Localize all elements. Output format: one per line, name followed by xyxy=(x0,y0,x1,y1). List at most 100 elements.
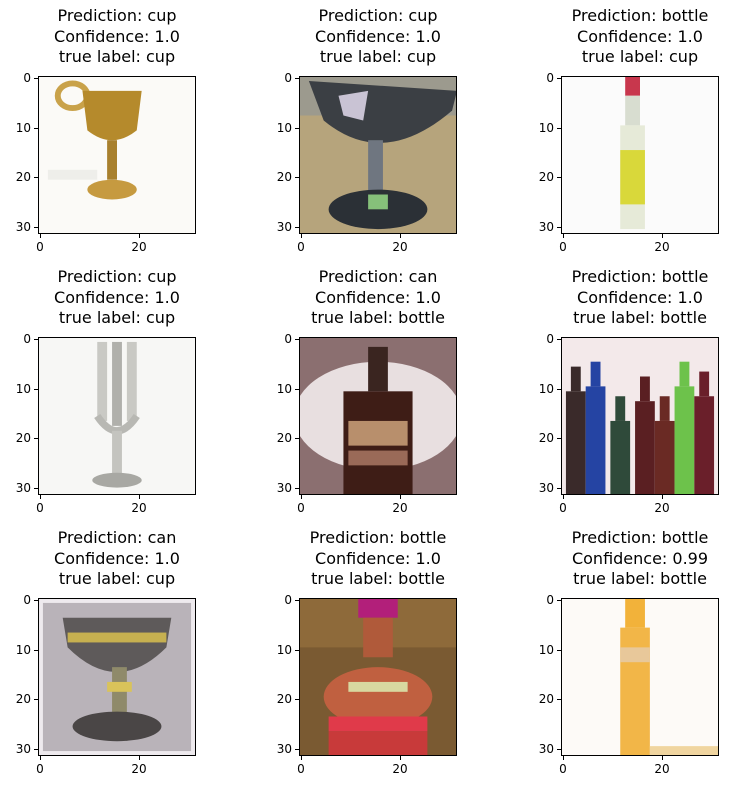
x-tick-label: 0 xyxy=(559,762,567,776)
x-tick-label: 20 xyxy=(131,501,147,515)
y-tick-mark xyxy=(34,650,38,651)
y-tick-mark xyxy=(557,227,561,228)
thumbnail-image-amber-bottle xyxy=(561,598,719,756)
y-tick-mark xyxy=(295,650,299,651)
image-shape xyxy=(625,598,645,628)
y-tick-mark xyxy=(295,600,299,601)
image-shape xyxy=(62,617,172,673)
thumbnail-image-colorful-bottle xyxy=(299,598,457,756)
image-shape xyxy=(328,731,428,756)
image-shape xyxy=(654,420,675,495)
confidence-text: Confidence: 1.0 xyxy=(315,26,441,46)
image-plot xyxy=(299,337,457,495)
y-tick-label: 20 xyxy=(538,692,554,706)
x-tick-mark xyxy=(40,756,41,760)
x-tick-label: 20 xyxy=(654,762,670,776)
y-tick-label: 0 xyxy=(546,332,554,346)
y-tick-label: 20 xyxy=(15,692,31,706)
image-shape xyxy=(620,627,650,756)
image-plot xyxy=(561,337,719,495)
image-shape xyxy=(368,346,388,392)
y-tick-mark xyxy=(557,78,561,79)
y-tick-label: 20 xyxy=(538,431,554,445)
image-shape xyxy=(97,341,108,421)
y-tick-label: 30 xyxy=(538,220,554,234)
true-label-text: true label: cup xyxy=(58,47,176,66)
subplot-title: Prediction: bottle Confidence: 0.99 true l… xyxy=(540,528,729,590)
image-shape xyxy=(368,140,383,200)
y-tick-mark xyxy=(34,749,38,750)
y-tick-label: 30 xyxy=(538,742,554,756)
y-tick-mark xyxy=(34,128,38,129)
x-tick-mark xyxy=(40,495,41,499)
y-tick-label: 20 xyxy=(276,431,292,445)
y-tick-label: 0 xyxy=(284,71,292,85)
x-tick-mark xyxy=(301,234,302,238)
image-shape xyxy=(107,681,132,692)
y-tick-label: 10 xyxy=(15,382,31,396)
image-shape xyxy=(363,617,393,658)
subplot-title: Prediction: bottle Confidence: 1.0 true la… xyxy=(540,6,729,68)
prediction-text: Prediction: bottle xyxy=(571,6,709,25)
y-tick-label: 0 xyxy=(23,332,31,346)
image-plot xyxy=(38,337,196,495)
subplot-panel: Prediction: bottle Confidence: 0.99 true l… xyxy=(540,528,729,778)
y-tick-mark xyxy=(295,128,299,129)
y-tick-mark xyxy=(295,389,299,390)
image-shape xyxy=(348,420,408,446)
image-plot xyxy=(299,598,457,756)
y-tick-label: 10 xyxy=(538,643,554,657)
x-tick-label: 0 xyxy=(36,501,44,515)
true-label-text: true label: bottle xyxy=(573,308,707,327)
image-shape xyxy=(570,366,581,392)
image-shape xyxy=(92,472,142,488)
image-shape xyxy=(649,746,719,756)
y-tick-label: 0 xyxy=(546,593,554,607)
image-shape xyxy=(620,150,645,205)
y-tick-mark xyxy=(295,699,299,700)
true-label-text: true label: cup xyxy=(58,308,176,327)
subplot-title: Prediction: bottle Confidence: 1.0 true la… xyxy=(540,267,729,329)
thumbnail-image-trophy-cup xyxy=(38,598,196,756)
y-tick-mark xyxy=(34,699,38,700)
x-tick-mark xyxy=(662,756,663,760)
y-tick-mark xyxy=(557,339,561,340)
image-shape xyxy=(107,140,117,180)
x-tick-mark xyxy=(400,756,401,760)
y-tick-mark xyxy=(295,177,299,178)
y-tick-label: 10 xyxy=(538,382,554,396)
confidence-text: Confidence: 1.0 xyxy=(577,26,703,46)
x-tick-mark xyxy=(301,756,302,760)
image-shape xyxy=(348,450,408,466)
image-plot xyxy=(561,76,719,234)
y-tick-mark xyxy=(557,177,561,178)
y-tick-mark xyxy=(557,488,561,489)
prediction-text: Prediction: can xyxy=(318,267,438,286)
true-label-text: true label: cup xyxy=(58,569,176,588)
x-tick-mark xyxy=(662,234,663,238)
thumbnail-image-bottle-row xyxy=(561,337,719,495)
y-tick-mark xyxy=(295,339,299,340)
x-tick-label: 0 xyxy=(297,240,305,254)
image-shape xyxy=(590,361,601,387)
image-shape xyxy=(694,396,715,495)
x-tick-label: 20 xyxy=(131,762,147,776)
y-tick-label: 20 xyxy=(538,170,554,184)
y-tick-label: 20 xyxy=(276,170,292,184)
image-shape xyxy=(679,361,690,387)
subplot-panel: Prediction: cup Confidence: 1.0 true label… xyxy=(17,267,217,517)
prediction-text: Prediction: bottle xyxy=(309,528,447,547)
y-tick-mark xyxy=(34,438,38,439)
x-tick-mark xyxy=(563,495,564,499)
image-shape xyxy=(368,194,388,210)
image-shape xyxy=(610,420,631,495)
y-tick-mark xyxy=(557,389,561,390)
image-shape xyxy=(565,391,586,495)
y-tick-mark xyxy=(34,78,38,79)
y-tick-mark xyxy=(295,438,299,439)
y-tick-mark xyxy=(295,749,299,750)
thumbnail-image-white-bottle xyxy=(561,76,719,234)
subplot-panel: Prediction: cup Confidence: 1.0 true label… xyxy=(17,6,217,256)
confidence-text: Confidence: 1.0 xyxy=(577,287,703,307)
